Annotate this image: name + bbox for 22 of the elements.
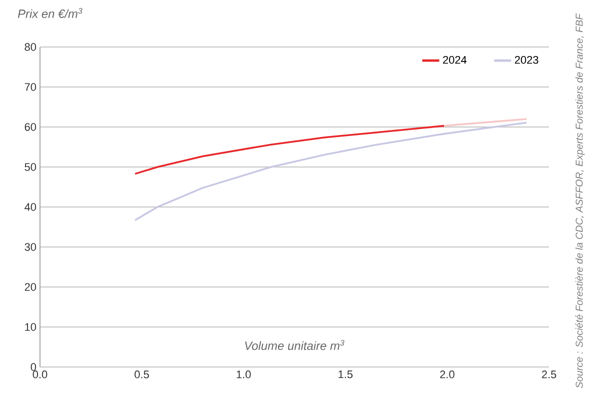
x-tick-label: 0.5 <box>134 370 149 378</box>
x-axis-title: Volume unitaire m$^{3}$ <box>245 340 344 350</box>
y-tick-label: 10 <box>25 323 36 331</box>
x-tick-label: 2.0 <box>440 370 454 378</box>
y-tick-label: 50 <box>24 163 36 171</box>
y-tick-label: 60 <box>24 123 36 131</box>
legend-label: 2023 <box>514 56 538 64</box>
x-tick-label: 2.5 <box>542 370 556 378</box>
y-tick-label: 70 <box>24 83 36 91</box>
line-series <box>134 122 528 222</box>
source-note: Source : Société Forestière de la CDC, ASFFOR, Experts Forestiers de France, FBF <box>575 13 585 388</box>
y-tick-label: 20 <box>24 283 36 291</box>
y-tick-label: 80 <box>24 43 36 51</box>
y-axis-title: Prix en €/m$^{3}$ <box>18 8 82 18</box>
y-tick-label: 40 <box>24 203 36 211</box>
x-tick-label: 0.0 <box>32 370 48 378</box>
y-tick-label: 0 <box>30 363 36 371</box>
legend-label: 2024 <box>443 56 467 64</box>
x-tick-label: 1.5 <box>338 370 353 378</box>
line-series <box>134 124 446 175</box>
x-tick-label: 1.0 <box>236 370 251 378</box>
y-tick-label: 30 <box>24 243 36 251</box>
